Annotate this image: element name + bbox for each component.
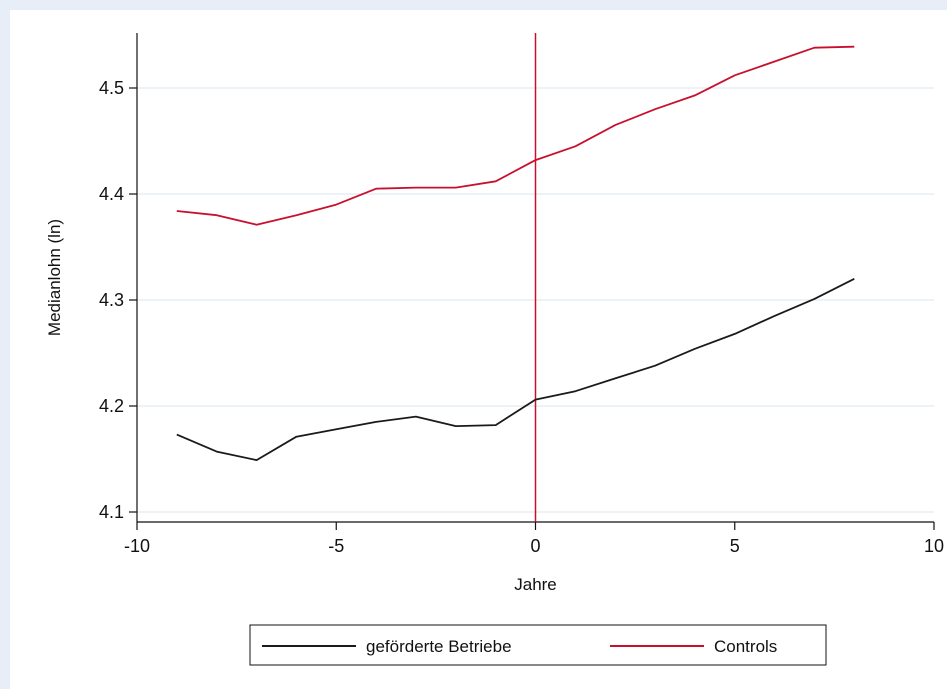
line-chart: 4.1 4.2 4.3 4.4 4.5 -10 -5 0 5 10 Jahre Medianloh…	[45, 33, 944, 666]
x-tick-label: 5	[730, 536, 740, 556]
legend-label-controls: Controls	[714, 637, 777, 656]
x-tick-label: -10	[124, 536, 150, 556]
legend-box	[249, 624, 827, 666]
y-axis-title: Medianlohn (ln)	[45, 219, 64, 336]
series-line-1	[176, 45, 855, 226]
y-tick-label: 4.3	[99, 290, 124, 310]
y-tick-label: 4.2	[99, 396, 124, 416]
y-tick-label: 4.1	[99, 502, 124, 522]
series-lines	[176, 45, 855, 462]
x-tick-label: 10	[924, 536, 944, 556]
y-tick-label: 4.4	[99, 184, 124, 204]
x-tick-label: 0	[530, 536, 540, 556]
legend-label-gefoerderte-betriebe: geförderte Betriebe	[366, 637, 512, 656]
legend: geförderte Betriebe Controls	[249, 624, 827, 666]
x-axis-title: Jahre	[514, 575, 557, 594]
series-line-0	[176, 277, 855, 462]
y-tick-label: 4.5	[99, 78, 124, 98]
x-tick-label: -5	[328, 536, 344, 556]
axes	[129, 33, 935, 530]
chart-frame: 4.1 4.2 4.3 4.4 4.5 -10 -5 0 5 10 Jahre Medianloh…	[10, 10, 947, 689]
tick-labels: 4.1 4.2 4.3 4.4 4.5 -10 -5 0 5 10	[99, 78, 944, 556]
